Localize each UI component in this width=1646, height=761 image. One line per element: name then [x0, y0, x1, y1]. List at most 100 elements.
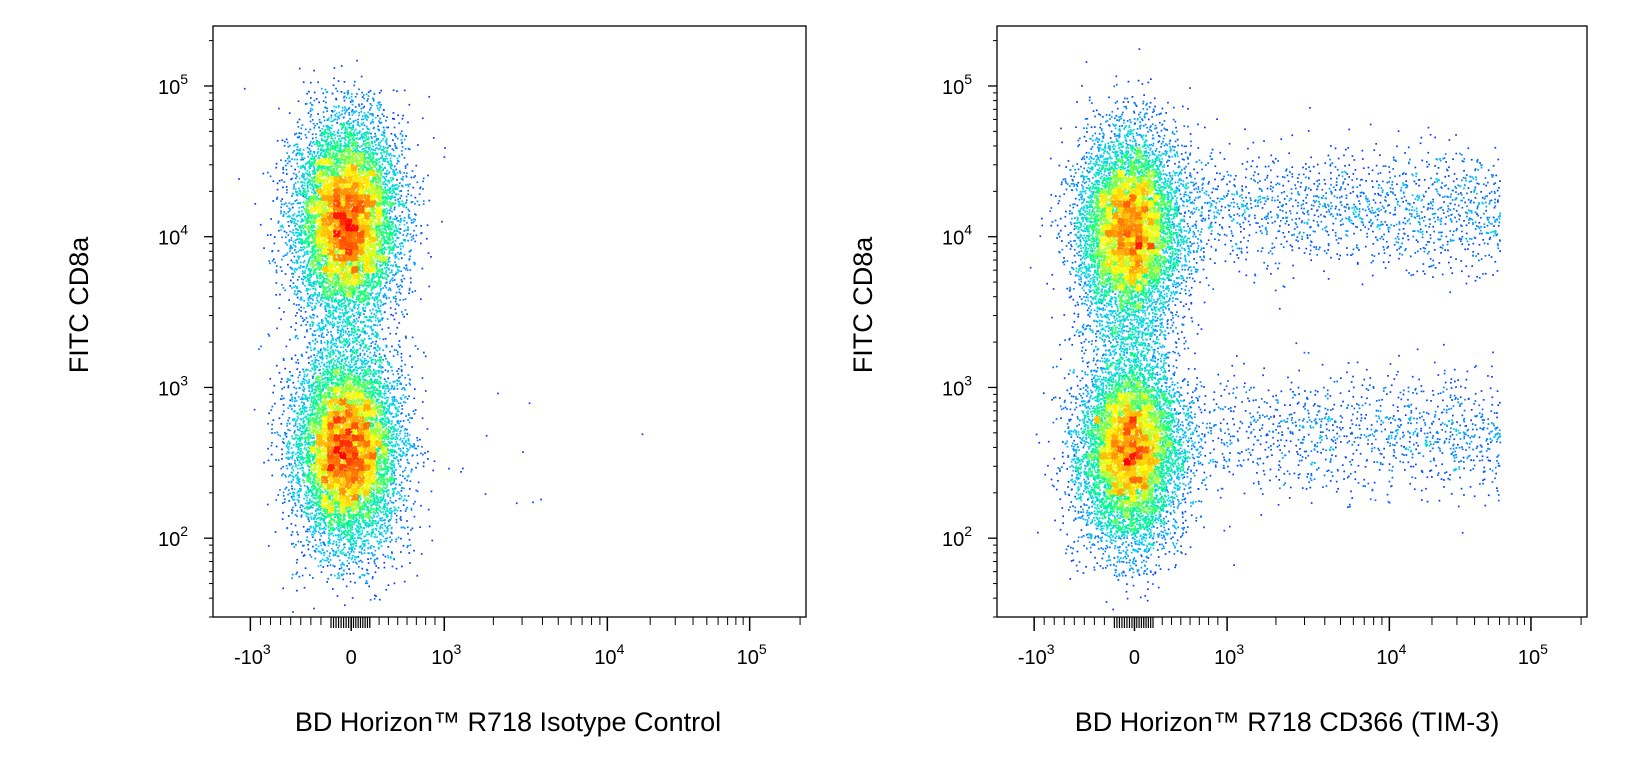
event-dot — [313, 166, 315, 168]
event-dot — [283, 495, 285, 497]
event-dot — [392, 277, 394, 279]
event-dot — [268, 335, 270, 337]
event-dot — [295, 239, 297, 241]
event-dot — [404, 430, 406, 432]
event-dot — [270, 176, 272, 178]
event-dot — [417, 440, 419, 442]
event-dot — [383, 554, 385, 556]
event-dot — [361, 135, 363, 137]
event-dot — [275, 167, 277, 169]
event-dot — [301, 298, 303, 300]
event-dot — [346, 110, 348, 112]
event-dot — [395, 265, 397, 267]
event-dot — [404, 433, 406, 435]
event-dot — [394, 170, 396, 172]
event-dot — [281, 475, 283, 477]
event-dot — [312, 546, 314, 548]
event-dot — [415, 345, 417, 347]
event-dot — [315, 137, 317, 139]
event-dot — [395, 240, 397, 242]
event-dot — [385, 556, 387, 558]
event-dot — [400, 190, 402, 192]
event-dot — [401, 496, 403, 498]
event-dot — [367, 356, 369, 358]
event-dot — [284, 289, 286, 291]
event-dot — [293, 150, 295, 152]
event-dot — [361, 145, 363, 147]
event-dot — [308, 469, 310, 471]
event-dot — [304, 485, 306, 487]
event-dot — [386, 176, 388, 178]
event-dot — [270, 218, 272, 220]
event-dot — [354, 315, 356, 317]
event-dot — [400, 245, 402, 247]
event-dot — [298, 309, 300, 311]
event-dot — [320, 533, 322, 535]
event-dot — [377, 558, 379, 560]
event-dot — [415, 409, 417, 411]
event-dot — [366, 126, 368, 128]
event-dot — [363, 122, 365, 124]
event-dot — [364, 366, 366, 368]
event-dot — [314, 348, 316, 350]
event-dot — [391, 502, 393, 504]
event-dot — [318, 127, 320, 129]
event-dot — [379, 364, 381, 366]
event-dot — [319, 130, 321, 132]
event-dot — [391, 539, 393, 541]
event-dot — [399, 376, 401, 378]
event-dot — [314, 334, 316, 336]
event-dot — [292, 611, 294, 613]
event-dot — [428, 286, 430, 288]
event-dot — [343, 326, 345, 328]
event-dot — [300, 265, 302, 267]
event-dot — [318, 292, 320, 294]
event-dot — [410, 250, 412, 252]
event-dot — [419, 439, 421, 441]
event-dot — [358, 566, 360, 568]
event-dot — [276, 365, 278, 367]
event-dot — [268, 260, 270, 262]
event-dot — [380, 533, 382, 535]
event-dot — [330, 121, 332, 123]
event-dot — [397, 409, 399, 411]
event-dot — [291, 268, 293, 270]
event-dot — [363, 107, 365, 109]
event-dot — [310, 116, 312, 118]
event-dot — [407, 227, 409, 229]
event-dot — [276, 272, 278, 274]
event-dot — [317, 113, 319, 115]
event-dot — [283, 398, 285, 400]
event-dot — [391, 346, 393, 348]
event-dot — [293, 493, 295, 495]
event-dot — [278, 230, 280, 232]
event-dot — [299, 576, 301, 578]
event-dot — [423, 178, 425, 180]
event-dot — [352, 597, 354, 599]
event-dot — [322, 566, 324, 568]
event-dot — [289, 371, 291, 373]
event-dot — [317, 350, 319, 352]
event-dot — [391, 527, 393, 529]
event-dot — [428, 96, 430, 98]
event-dot — [388, 407, 390, 409]
event-dot — [320, 545, 322, 547]
event-dot — [397, 354, 399, 356]
event-dot — [389, 536, 391, 538]
event-dot — [375, 117, 377, 119]
event-dot — [312, 388, 314, 390]
event-dot — [286, 152, 288, 154]
event-dot — [338, 112, 340, 114]
event-dot — [309, 574, 311, 576]
event-dot — [292, 382, 294, 384]
event-dot — [306, 352, 308, 354]
event-dot — [284, 231, 286, 233]
event-dot — [395, 255, 397, 257]
event-dot — [408, 495, 410, 497]
event-dot — [349, 554, 351, 556]
event-dot — [333, 551, 335, 553]
event-dot — [284, 368, 286, 370]
event-dot — [407, 269, 409, 271]
event-dot — [406, 267, 408, 269]
event-dot — [365, 582, 367, 584]
